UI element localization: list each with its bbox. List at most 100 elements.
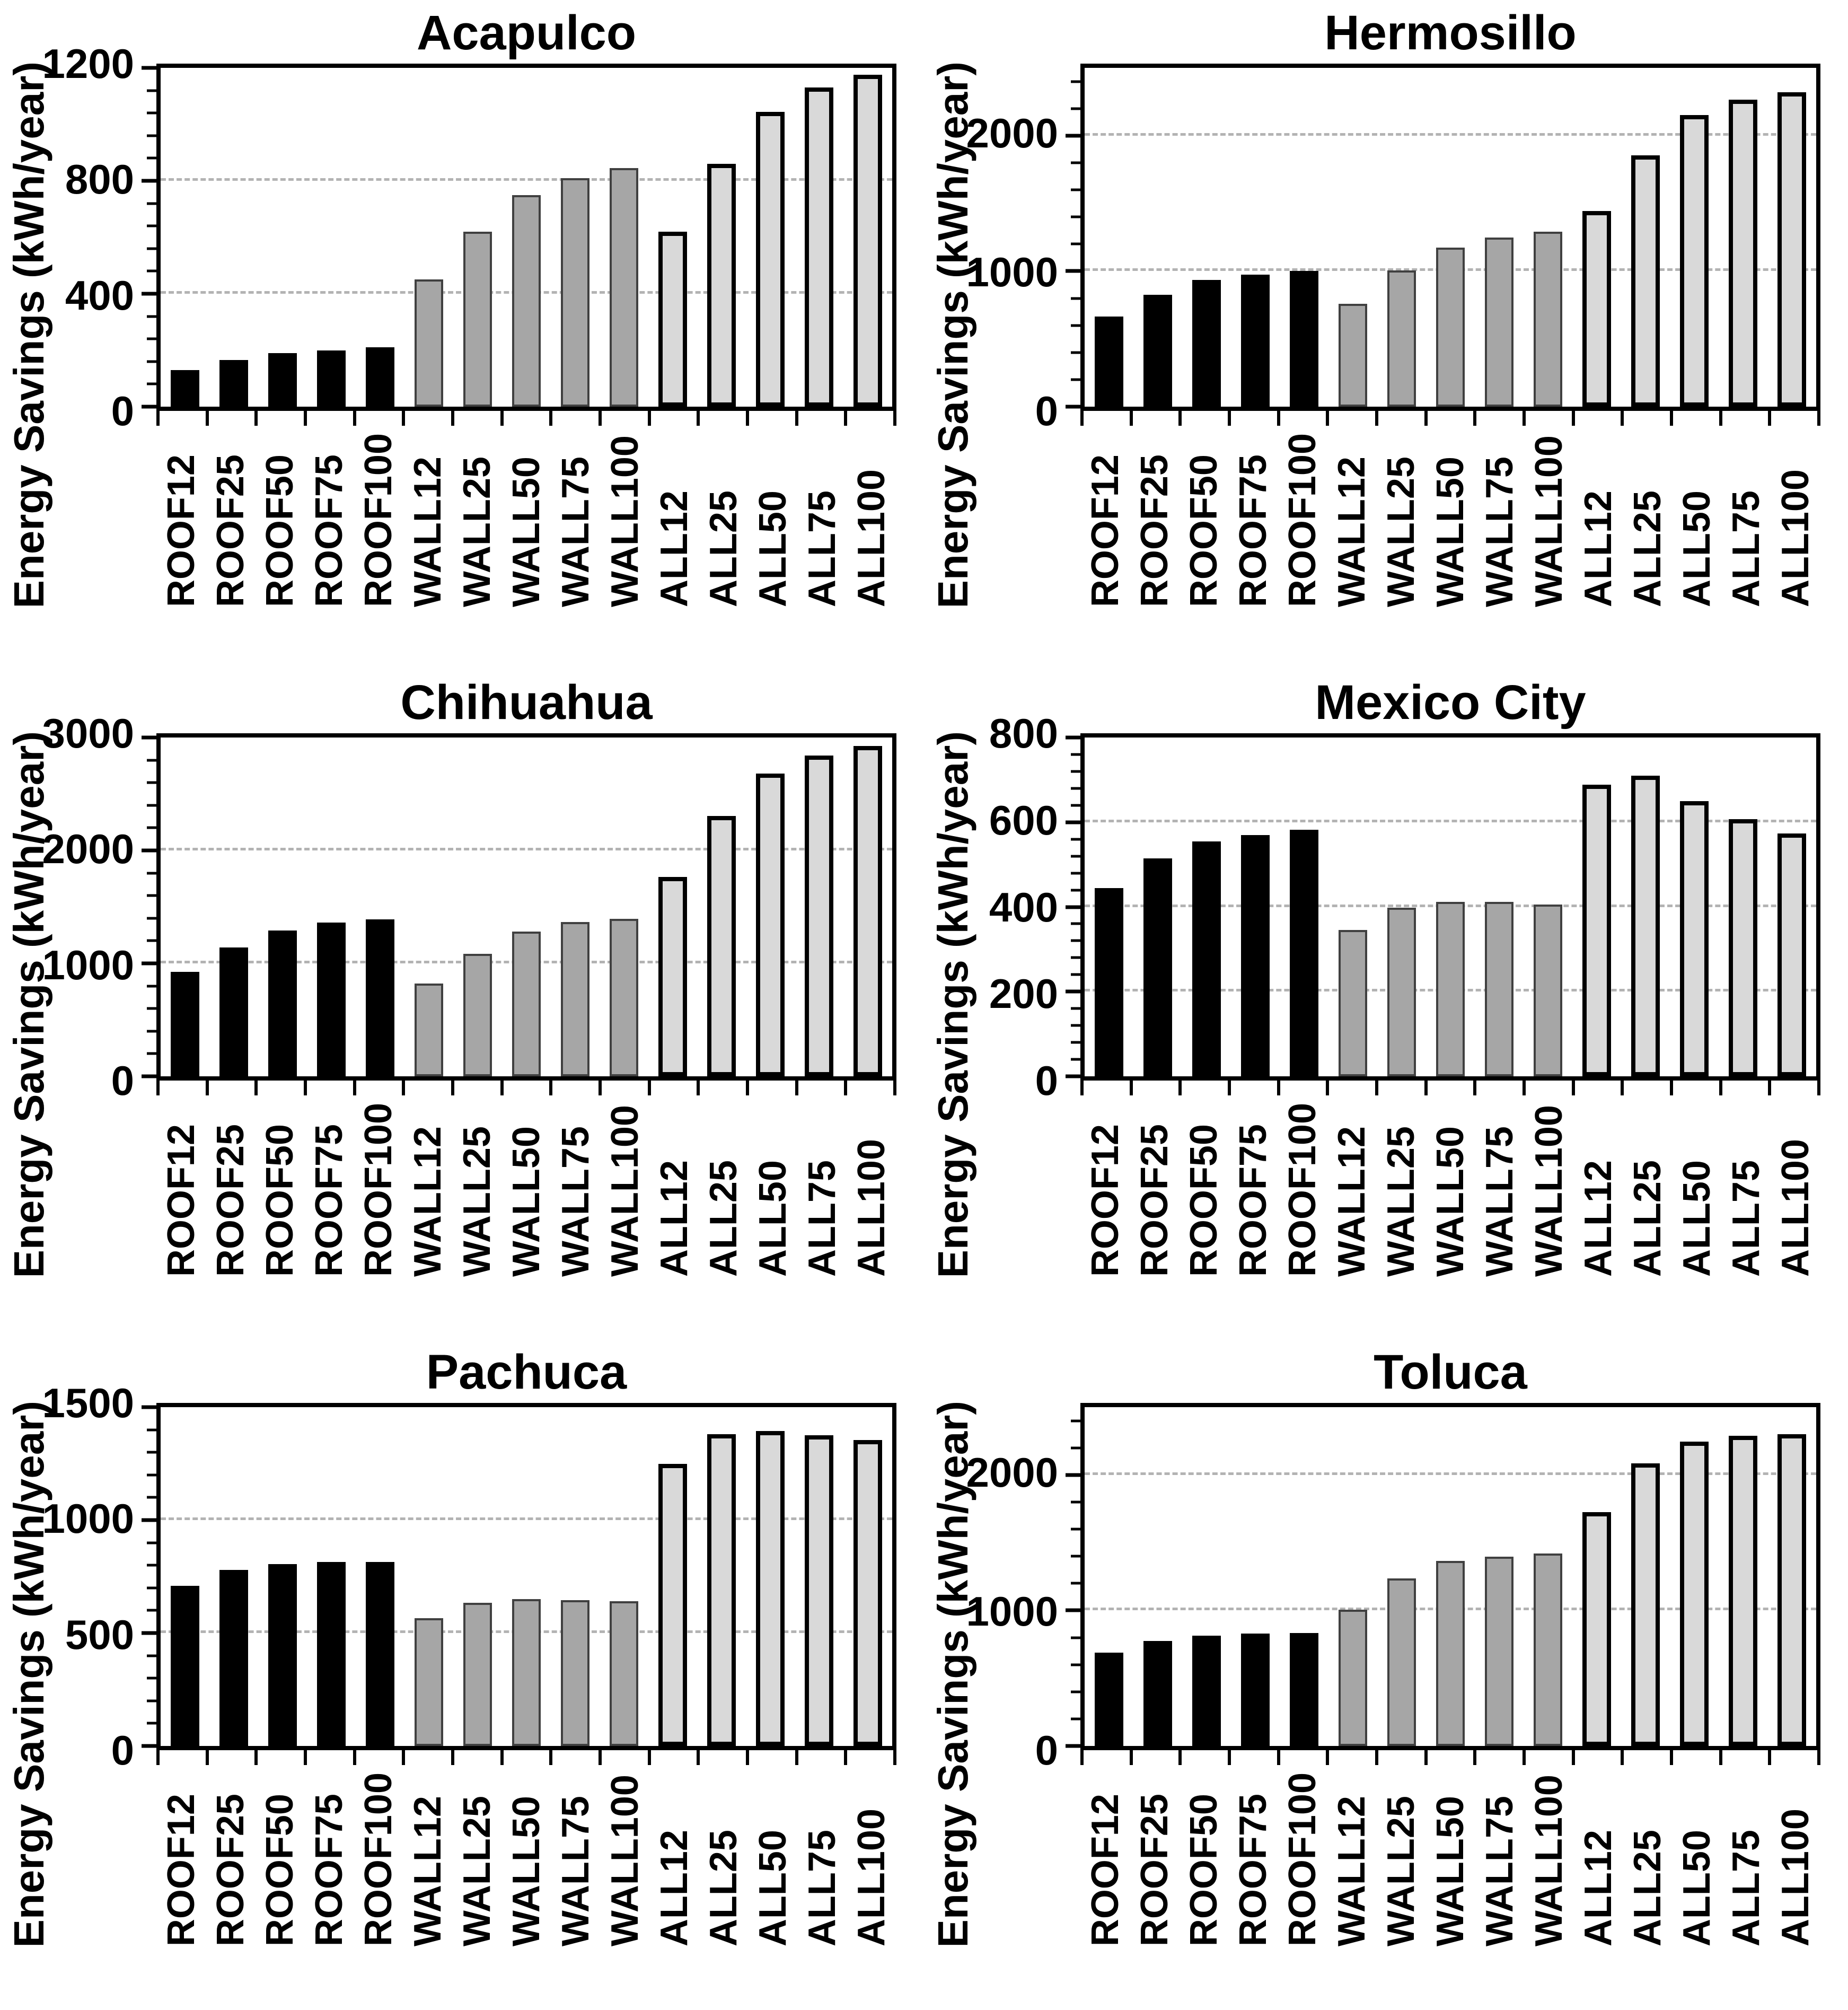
y-minor-tick xyxy=(147,224,156,227)
bar-mexico-city-roof25 xyxy=(1143,858,1172,1076)
x-label-roof12: ROOF12 xyxy=(160,454,203,608)
x-tick xyxy=(504,1081,553,1095)
y-minor-tick xyxy=(1071,770,1080,773)
y-minor-tick xyxy=(147,826,156,829)
y-minor-tick xyxy=(147,1473,156,1477)
bar-slot xyxy=(356,1407,404,1746)
bar-slot xyxy=(1475,68,1524,407)
x-label-roof25: ROOF25 xyxy=(1133,1124,1176,1277)
x-tick xyxy=(454,1750,504,1765)
x-label-wrap: WALL75 xyxy=(1475,433,1525,607)
x-label-wrap: ROOF50 xyxy=(255,1772,304,1946)
x-label-wrap: WALL75 xyxy=(551,433,601,607)
bar-slot xyxy=(307,68,356,407)
x-label-wrap: ALL75 xyxy=(798,433,847,607)
y-tick-label: 200 xyxy=(989,970,1058,1017)
bar-slot xyxy=(1475,1407,1524,1746)
x-tick xyxy=(258,411,307,426)
bar-mexico-city-wall100 xyxy=(1534,904,1562,1076)
x-label-all25: ALL25 xyxy=(702,490,745,608)
y-axis-label: Energy Savings (kWh/year) xyxy=(929,731,976,1278)
x-axis-ticks xyxy=(156,1081,897,1095)
gridline-2000 xyxy=(1085,133,1816,136)
bar-slot xyxy=(1524,1407,1572,1746)
x-label-wall12: WALL12 xyxy=(406,457,449,608)
y-minor-tick xyxy=(147,894,156,897)
bar-slot xyxy=(258,1407,307,1746)
x-tick xyxy=(1329,1081,1379,1095)
x-tick xyxy=(1378,1081,1428,1095)
x-tick xyxy=(1722,1750,1772,1765)
x-label-wrap: WALL100 xyxy=(1525,433,1574,607)
x-tick xyxy=(1133,1750,1182,1765)
bar-slot xyxy=(453,1407,502,1746)
x-label-roof25: ROOF25 xyxy=(209,1794,252,1947)
x-label-wrap: WALL50 xyxy=(501,433,551,607)
bar-pachuca-all100 xyxy=(853,1440,882,1746)
panel-chihuahua: Energy Savings (kWh/year) Chihuahua 0 1000 2… xyxy=(0,670,924,1339)
x-label-wrap: ROOF12 xyxy=(156,433,206,607)
bar-acapulco-roof25 xyxy=(219,360,248,407)
x-label-wrap: WALL25 xyxy=(1376,433,1425,607)
bar-toluca-roof12 xyxy=(1095,1652,1123,1746)
x-tick xyxy=(1133,411,1182,426)
y-minor-tick xyxy=(1071,1419,1080,1423)
bar-hermosillo-wall50 xyxy=(1436,247,1465,407)
y-major-tick xyxy=(1066,1473,1080,1477)
bar-acapulco-wall25 xyxy=(463,231,492,407)
x-label-all100: ALL100 xyxy=(1774,1809,1817,1947)
bar-pachuca-all75 xyxy=(805,1435,833,1746)
bar-pachuca-wall25 xyxy=(463,1602,492,1746)
y-minor-tick xyxy=(1071,804,1080,807)
y-tick-label: 800 xyxy=(65,156,134,203)
bar-acapulco-roof75 xyxy=(317,350,346,407)
plot-row: 0 400 800 1200 xyxy=(42,43,924,432)
y-tick-label: 2000 xyxy=(966,110,1058,156)
bar-slot xyxy=(1621,68,1670,407)
y-minor-tick xyxy=(1071,1555,1080,1558)
x-label-wrap: ROOF75 xyxy=(1228,433,1278,607)
x-tick xyxy=(798,1081,848,1095)
bar-slot xyxy=(795,738,843,1076)
x-axis-labels: ROOF12 ROOF25 ROOF50 ROOF75 ROOF100 WALL12 WAL… xyxy=(1080,1081,1820,1277)
bar-chihuahua-wall50 xyxy=(512,932,541,1076)
bar-slot xyxy=(600,1407,648,1746)
x-label-wall50: WALL50 xyxy=(505,1796,548,1947)
y-minor-tick xyxy=(147,1451,156,1454)
x-label-all75: ALL75 xyxy=(801,1160,844,1277)
x-label-all50: ALL50 xyxy=(1676,1160,1719,1277)
y-axis-tick-labels: 0 200 400 600 800 xyxy=(982,713,1080,1101)
y-tick-label: 1000 xyxy=(42,1495,134,1542)
x-label-wrap: ALL100 xyxy=(847,1772,896,1946)
bar-slot xyxy=(746,738,795,1076)
x-label-wrap: ALL100 xyxy=(1771,1103,1820,1277)
y-tick-label: 1000 xyxy=(966,1588,1058,1635)
y-minor-tick xyxy=(1071,973,1080,976)
x-label-wall25: WALL25 xyxy=(1379,457,1422,608)
x-label-wall75: WALL75 xyxy=(1479,1796,1521,1947)
x-tick xyxy=(552,1081,602,1095)
bar-toluca-wall12 xyxy=(1339,1610,1367,1746)
x-tick xyxy=(700,1750,750,1765)
x-label-all100: ALL100 xyxy=(850,469,893,608)
y-minor-tick xyxy=(147,315,156,318)
x-label-wrap: ROOF50 xyxy=(255,1103,304,1277)
x-axis-labels: ROOF12 ROOF25 ROOF50 ROOF75 ROOF100 WALL12 WAL… xyxy=(1080,1750,1820,1946)
bar-slot xyxy=(161,68,209,407)
bar-slot xyxy=(161,1407,209,1746)
bar-toluca-all12 xyxy=(1582,1512,1611,1746)
chart-title-hermosillo: Hermosillo xyxy=(1324,6,1577,60)
y-minor-tick xyxy=(147,985,156,988)
x-label-all75: ALL75 xyxy=(801,1830,844,1947)
x-label-roof75: ROOF75 xyxy=(1231,1794,1274,1947)
x-tick xyxy=(1182,1081,1231,1095)
x-tick xyxy=(1231,1081,1280,1095)
x-label-wrap: ALL12 xyxy=(650,1103,699,1277)
x-axis-ticks xyxy=(156,411,897,426)
y-major-tick xyxy=(1066,269,1080,273)
y-major-tick xyxy=(142,1074,156,1078)
x-label-roof12: ROOF12 xyxy=(160,1124,203,1277)
bar-chihuahua-wall75 xyxy=(561,922,589,1076)
x-label-wrap: ALL25 xyxy=(699,1772,749,1946)
gridline-2000 xyxy=(161,848,892,850)
